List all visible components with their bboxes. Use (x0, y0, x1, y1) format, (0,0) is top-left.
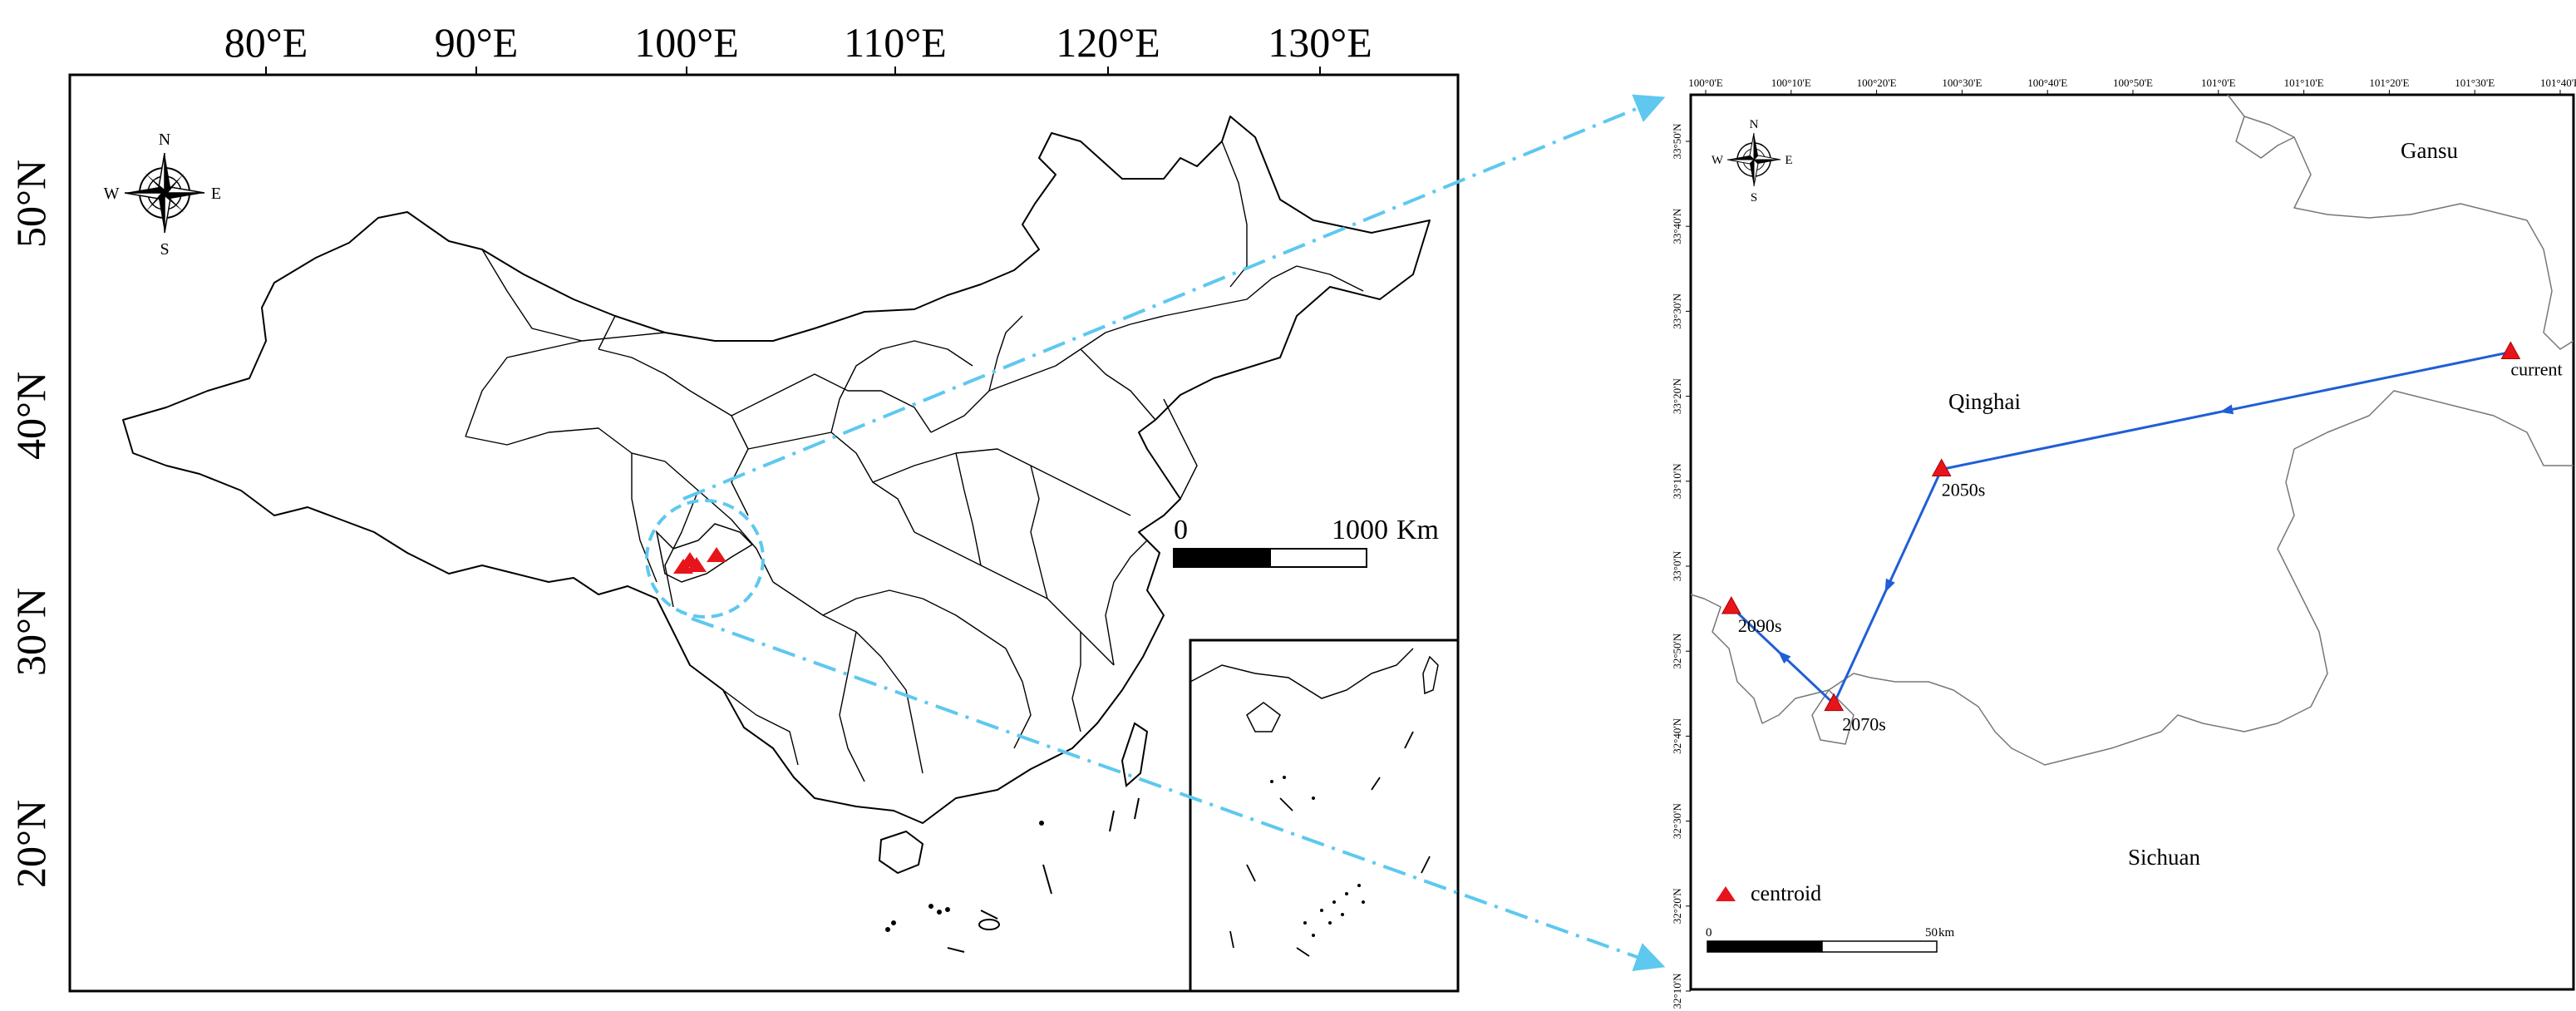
right-lon-tick: 100°40'E (2027, 76, 2067, 89)
compass-e: E (211, 185, 221, 203)
centroid-marker-2050s (1931, 458, 1952, 476)
right-lon-tick: 101°30'E (2455, 76, 2495, 89)
right-lat-tick: 33°40'N (1671, 208, 1683, 244)
right-compass-s: S (1751, 191, 1757, 205)
centroid-label-2070s: 2070s (1842, 714, 1886, 735)
right-lat-tick: 32°50'N (1671, 633, 1683, 669)
right-lat-tick: 32°30'N (1671, 803, 1683, 840)
right-scale-unit: km (1938, 926, 1955, 939)
left-scale-end: 1000 (1332, 515, 1388, 545)
lat-tick-30: 30°N (7, 588, 54, 676)
right-lat-tick: 33°50'N (1671, 123, 1683, 160)
compass-rose-icon: N S E W (104, 131, 222, 259)
right-compass-w: W (1712, 154, 1724, 167)
connector-top (682, 94, 1666, 501)
region-qinghai: Qinghai (1948, 389, 2021, 414)
right-lon-tick: 101°40'E (2540, 76, 2576, 89)
right-lon-tick: 100°0'E (1688, 76, 1723, 89)
right-lat-ticks: 33°50'N 33°40'N 33°30'N 33°20'N 33°10'N 33°0'… (1671, 123, 1691, 1009)
right-lon-tick: 101°20'E (2369, 76, 2409, 89)
right-lon-tick: 100°50'E (2113, 76, 2153, 89)
lon-tick-130: 130°E (1268, 19, 1372, 66)
right-compass-n: N (1750, 118, 1759, 131)
left-lon-tickmarks (265, 67, 1321, 75)
right-map-frame (1689, 93, 2575, 991)
centroid-marker-current (2500, 341, 2521, 359)
compass-n: N (159, 131, 170, 149)
china-boundary (122, 116, 1431, 824)
china-overview-map: 80°E 90°E 100°E 110°E 120°E 130°E 50°N 4… (7, 19, 1460, 993)
lat-tick-40: 40°N (7, 372, 54, 460)
lon-tick-90: 90°E (435, 19, 519, 66)
right-lat-tick: 33°0'N (1671, 550, 1683, 581)
province-boundaries (465, 141, 1364, 782)
region-sichuan: Sichuan (2128, 845, 2200, 870)
left-scale-start: 0 (1174, 515, 1188, 545)
right-scale-end: 50 (1925, 926, 1938, 939)
right-lat-tick: 32°10'N (1671, 973, 1683, 1009)
lat-tick-50: 50°N (7, 160, 54, 248)
hainan-island (878, 830, 924, 875)
right-lat-tick: 33°30'N (1671, 293, 1683, 329)
track-direction-arrow (1884, 578, 1895, 593)
south-china-sea-inset (1189, 639, 1460, 993)
sea-dashes (885, 797, 1140, 953)
right-compass-e: E (1785, 154, 1792, 167)
track-direction-arrow (2219, 404, 2234, 415)
left-scale-bar: 0 1000 Km (1173, 515, 1439, 568)
right-lat-tick: 33°10'N (1671, 463, 1683, 500)
right-lon-tick: 100°20'E (1857, 76, 1897, 89)
right-scale-start: 0 (1706, 926, 1712, 939)
right-scale-bar: 0 50 km (1706, 926, 1955, 953)
overview-centroid-marker (687, 557, 707, 572)
right-lon-tick: 100°30'E (1942, 76, 1982, 89)
centroid-marker-2070s (1824, 693, 1845, 712)
qinghai-local-boundary (655, 523, 754, 583)
lat-tick-20: 20°N (7, 800, 54, 888)
left-lon-ticks: 80°E 90°E 100°E 110°E 120°E 130°E (224, 19, 1372, 66)
legend-centroid-marker (1716, 886, 1736, 901)
track-direction-arrow (1777, 650, 1791, 664)
left-scale-unit: Km (1396, 515, 1439, 545)
overview-centroid-marker (707, 547, 727, 562)
taiwan-island (1121, 722, 1149, 787)
centroid-label-2090s: 2090s (1738, 615, 1782, 636)
centroid-label-current: current (2510, 358, 2562, 379)
right-lon-tick: 100°10'E (1771, 76, 1811, 89)
right-lon-ticks: 100°0'E 100°10'E 100°20'E 100°30'E 100°40'E 1… (1688, 76, 2576, 95)
centroid-points: current 2050s 2070s 2090s (1721, 341, 2563, 735)
compass-s: S (160, 240, 169, 259)
overview-centroids (673, 547, 727, 574)
lon-tick-100: 100°E (634, 19, 739, 66)
right-lon-tick: 101°10'E (2284, 76, 2324, 89)
focus-circle (645, 499, 765, 619)
lon-tick-80: 80°E (224, 19, 308, 66)
lon-tick-120: 120°E (1056, 19, 1160, 66)
region-gansu: Gansu (2401, 138, 2458, 163)
centroid-label-2050s: 2050s (1942, 479, 1986, 500)
centroid-marker-2090s (1721, 596, 1741, 614)
right-legend: centroid (1716, 881, 1821, 905)
centroid-shift-map: 100°0'E 100°10'E 100°20'E 100°30'E 100°40'E 1… (1671, 76, 2576, 1009)
centroid-track (1730, 350, 2511, 705)
right-province-boundaries (1690, 94, 2574, 766)
compass-w: W (104, 185, 120, 203)
legend-centroid-label: centroid (1751, 881, 1821, 905)
right-lat-tick: 33°20'N (1671, 378, 1683, 415)
right-lat-tick: 32°40'N (1671, 718, 1683, 754)
left-lat-ticks: 50°N 40°N 30°N 20°N (7, 160, 54, 888)
right-compass-rose-icon: N S E W (1712, 118, 1793, 205)
lon-tick-110: 110°E (844, 19, 947, 66)
connector-lines (682, 94, 1666, 972)
right-lat-tick: 32°20'N (1671, 888, 1683, 925)
right-lon-tick: 101°0'E (2201, 76, 2236, 89)
